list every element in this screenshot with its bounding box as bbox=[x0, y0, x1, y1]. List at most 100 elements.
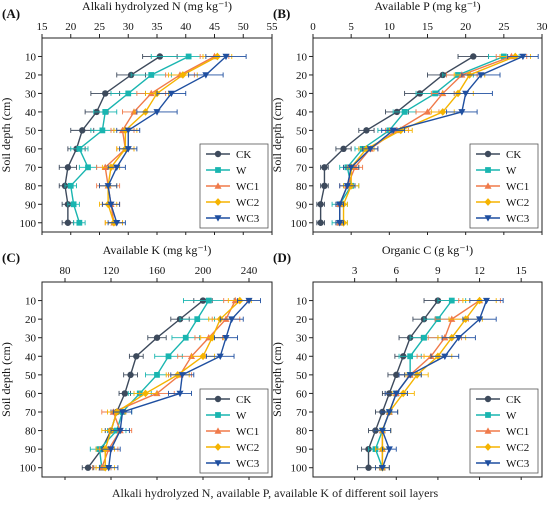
x-tick-label: 160 bbox=[149, 265, 166, 277]
series-w bbox=[64, 53, 227, 226]
x-tick-label: 35 bbox=[152, 21, 164, 33]
data-point bbox=[124, 146, 132, 153]
series-line bbox=[107, 55, 218, 223]
legend-label: W bbox=[236, 165, 247, 177]
legend-marker bbox=[215, 412, 221, 418]
series-line bbox=[339, 55, 524, 223]
x-tick-label: 30 bbox=[123, 21, 135, 33]
data-point bbox=[202, 72, 210, 79]
data-point bbox=[519, 53, 527, 61]
y-tick-label: 40 bbox=[296, 107, 308, 119]
data-point bbox=[439, 108, 447, 116]
y-tick-label: 70 bbox=[25, 407, 37, 419]
panel-a: (A) Alkali hydrolyzed N (mg kg⁻¹) 15 20 25 30… bbox=[0, 0, 278, 235]
legend-marker bbox=[214, 395, 222, 403]
data-point bbox=[167, 90, 175, 98]
data-point bbox=[76, 219, 83, 226]
x-tick-label: 25 bbox=[94, 21, 106, 33]
data-point bbox=[127, 371, 134, 379]
series-line bbox=[87, 300, 204, 469]
data-point bbox=[113, 164, 121, 172]
y-tick-label: 90 bbox=[296, 199, 308, 211]
legend-label: WC3 bbox=[236, 213, 260, 225]
data-point bbox=[477, 72, 485, 79]
legend: CK W WC1 WC2 WC3 bbox=[199, 388, 269, 474]
series-ck bbox=[58, 53, 178, 226]
y-tick-label: 10 bbox=[25, 51, 37, 63]
data-point bbox=[378, 427, 386, 435]
data-point bbox=[245, 297, 253, 305]
series-line bbox=[64, 55, 161, 223]
legend-label: WC3 bbox=[506, 213, 530, 225]
data-point bbox=[462, 90, 470, 98]
data-point bbox=[107, 201, 115, 208]
y-tick-label: 20 bbox=[296, 70, 308, 82]
x-tick-label: 15 bbox=[516, 265, 528, 277]
legend-label: WC1 bbox=[506, 181, 529, 193]
data-point bbox=[482, 297, 491, 305]
data-point bbox=[222, 53, 230, 61]
series-line bbox=[319, 55, 474, 223]
data-point bbox=[366, 146, 374, 153]
y-tick-label: 50 bbox=[296, 125, 308, 137]
series-line bbox=[342, 55, 516, 223]
x-tick-label: 45 bbox=[209, 21, 221, 33]
x-tick-label: 240 bbox=[241, 265, 258, 277]
y-tick-label: 90 bbox=[25, 199, 37, 211]
data-point bbox=[321, 164, 328, 171]
x-tick-label: 20 bbox=[65, 21, 77, 33]
data-point bbox=[441, 334, 449, 341]
data-point bbox=[101, 163, 109, 171]
data-point bbox=[165, 353, 172, 360]
data-point bbox=[476, 316, 484, 323]
x-axis-label: Organic C (g kg⁻¹) bbox=[382, 243, 473, 257]
data-point bbox=[336, 220, 344, 227]
legend-label: WC3 bbox=[236, 458, 260, 470]
series-line bbox=[107, 55, 227, 223]
data-point bbox=[147, 89, 155, 97]
series-line bbox=[101, 300, 236, 468]
x-tick-label: 30 bbox=[537, 21, 549, 33]
legend-label: CK bbox=[506, 149, 521, 161]
y-tick-label: 60 bbox=[25, 388, 37, 400]
panel-label: (A) bbox=[2, 6, 20, 21]
x-tick-label: 6 bbox=[394, 265, 400, 277]
y-tick-label: 80 bbox=[296, 426, 308, 438]
x-tick-label: 200 bbox=[195, 265, 212, 277]
y-tick-label: 20 bbox=[25, 70, 37, 82]
legend-marker bbox=[485, 412, 491, 418]
legend-label: W bbox=[506, 410, 517, 422]
x-tick-label: 25 bbox=[498, 21, 510, 33]
data-point bbox=[153, 334, 161, 341]
data-point bbox=[421, 334, 427, 341]
y-tick-label: 50 bbox=[25, 125, 37, 137]
data-point bbox=[365, 464, 372, 471]
legend: CK W WC1 WC2 WC3 bbox=[469, 143, 539, 229]
legend-marker bbox=[484, 395, 492, 403]
x-axis-label: Available K (mg kg⁻¹) bbox=[103, 243, 212, 257]
legend-marker bbox=[484, 198, 492, 206]
y-tick-label: 30 bbox=[296, 88, 308, 100]
data-point bbox=[347, 164, 355, 172]
data-point bbox=[401, 109, 408, 115]
y-tick-label: 60 bbox=[25, 144, 37, 156]
x-tick-label: 15 bbox=[422, 21, 434, 33]
data-point bbox=[64, 164, 72, 171]
data-point bbox=[199, 352, 207, 361]
data-point bbox=[133, 353, 140, 360]
data-point bbox=[102, 109, 109, 115]
y-tick-label: 30 bbox=[25, 88, 37, 100]
data-point bbox=[317, 201, 324, 208]
data-point bbox=[154, 371, 160, 378]
series-line bbox=[70, 55, 189, 223]
legend-marker bbox=[484, 150, 492, 158]
data-point bbox=[441, 353, 449, 360]
legend: CK W WC1 WC2 WC3 bbox=[199, 143, 269, 229]
data-point bbox=[113, 220, 121, 227]
legend-marker bbox=[214, 198, 222, 206]
panel-c: (C) Available K (mg kg⁻¹) 80 120 160 200 240 10… bbox=[0, 243, 273, 480]
legend-marker bbox=[214, 443, 222, 451]
data-point bbox=[385, 446, 393, 453]
legend-marker bbox=[484, 443, 492, 451]
